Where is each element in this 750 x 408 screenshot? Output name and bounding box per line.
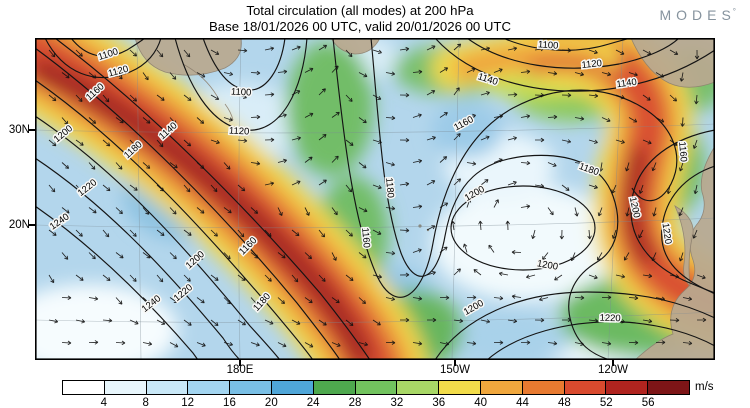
- contour-label: 1160: [359, 227, 372, 248]
- axis-tick: [29, 224, 35, 226]
- modes-logo-text: MODES: [659, 7, 736, 23]
- contour-label: 1220: [599, 313, 621, 325]
- colorbar-segment: [63, 381, 104, 394]
- colorbar-tick-label: 40: [474, 397, 488, 408]
- page-title: Total circulation (all modes) at 200 hPa: [246, 3, 474, 18]
- colorbar-segment: [187, 381, 230, 394]
- colorbar-segment: [438, 381, 480, 394]
- colorbar: [62, 380, 690, 395]
- contour-label: 1200: [536, 258, 559, 273]
- map-canvas: 1100112011401160118012001220124011601180…: [35, 38, 715, 360]
- colorbar-tick-label: 36: [432, 397, 446, 408]
- contour-label: 1140: [616, 77, 638, 91]
- wind-vectors: [48, 43, 707, 348]
- contour-label: 1160: [676, 141, 689, 162]
- colorbar-tick-label: 32: [390, 397, 404, 408]
- axis-tick: [29, 129, 35, 131]
- colorbar-tick-label: 12: [181, 397, 194, 408]
- colorbar-segment: [103, 381, 146, 394]
- colorbar-segment: [312, 381, 355, 394]
- contour-label: 1180: [383, 177, 396, 198]
- x-axis-label-150w: 150W: [439, 364, 471, 376]
- wind-speed-field: [35, 38, 715, 360]
- graticule: [35, 38, 715, 360]
- page-subtitle: Base 18/01/2026 00 UTC, valid 20/01/2026…: [208, 19, 512, 34]
- colorbar-segment: [396, 381, 439, 394]
- contour-label: 1220: [660, 222, 674, 244]
- wind-vector-arrows: [48, 43, 707, 348]
- contour-label: 1120: [581, 58, 602, 71]
- contour-label: 1100: [231, 86, 252, 98]
- y-axis-label-20n: 20N: [8, 219, 30, 231]
- colorbar-tick-label: 56: [641, 397, 655, 408]
- colorbar-segment: [605, 381, 648, 394]
- map-frame: 1100 1120 1140 1160 1180 1200 1220 1240 1160 1180…: [35, 38, 715, 360]
- contour-label: 1120: [229, 125, 250, 137]
- colorbar-tick-label: 16: [223, 397, 236, 408]
- colorbar-tick-label: 4: [100, 397, 108, 408]
- axis-tick: [612, 360, 614, 366]
- contour-label: 1100: [538, 39, 559, 51]
- modes-logo-mark: °: [732, 7, 736, 17]
- colorbar-tick-label: 52: [599, 397, 613, 408]
- x-axis-label-180e: 180E: [226, 364, 254, 376]
- colorbar-tick-label: 48: [557, 397, 571, 408]
- colorbar-segment: [229, 381, 271, 394]
- colorbar-segment: [563, 381, 606, 394]
- y-axis-label-30n: 30N: [8, 124, 30, 136]
- colorbar-unit: m/s: [695, 381, 714, 393]
- landmasses: [134, 38, 715, 360]
- colorbar-tick-label: 20: [264, 397, 278, 408]
- colorbar-tick-label: 8: [142, 397, 149, 408]
- colorbar-tick-label: 28: [348, 397, 362, 408]
- map-border: [35, 38, 715, 360]
- x-axis-label-120w: 120W: [597, 364, 629, 376]
- colorbar-tick-label: 24: [306, 397, 320, 408]
- colorbar-tick-label: 44: [516, 397, 529, 408]
- colorbar-segment: [479, 381, 522, 394]
- colorbar-segment: [647, 381, 689, 394]
- modes-logo: MODES°: [659, 7, 736, 23]
- colorbar-segment: [521, 381, 564, 394]
- colorbar-segment: [354, 381, 397, 394]
- colorbar-segment: [270, 381, 313, 394]
- axis-tick: [454, 360, 456, 366]
- axis-tick: [239, 360, 241, 366]
- colorbar-segment: [145, 381, 188, 394]
- contour-lines: [35, 38, 715, 360]
